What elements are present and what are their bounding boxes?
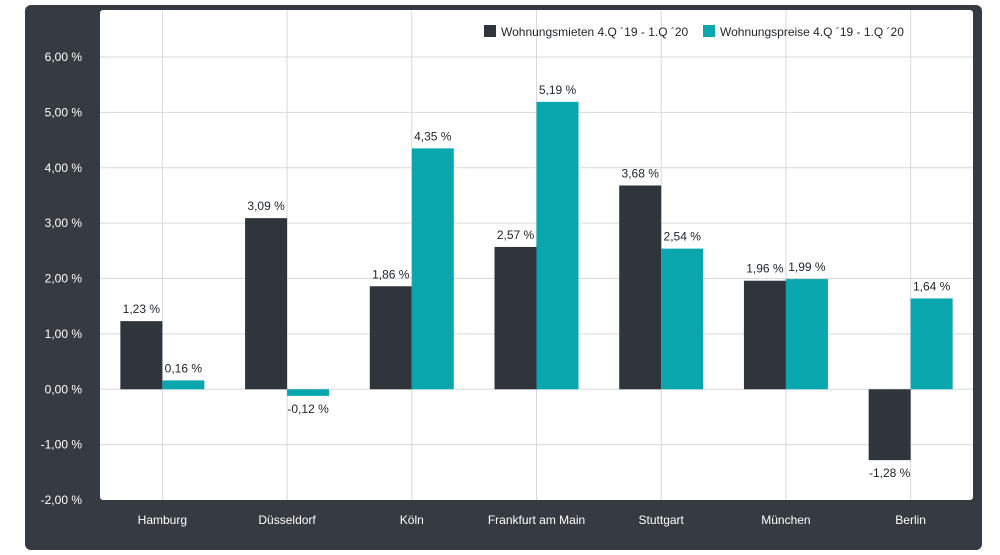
y-tick-label: -2,00 %: [41, 493, 83, 507]
data-label: 5,19 %: [539, 83, 577, 97]
bar-mieten-6: [743, 280, 786, 390]
data-label: -1,28 %: [869, 466, 911, 480]
data-label: 4,35 %: [414, 129, 452, 143]
x-category-label: Hamburg: [138, 513, 187, 527]
bar-preise-3: [411, 148, 454, 390]
data-label: -0,12 %: [287, 402, 329, 416]
bar-mieten-2: [245, 218, 288, 390]
legend-label-mieten: Wohnungsmieten 4.Q ´19 - 1.Q ´20: [501, 25, 689, 39]
data-label: 1,99 %: [788, 260, 826, 274]
bar-mieten-1: [120, 321, 163, 390]
data-label: 1,96 %: [746, 262, 784, 276]
chart-frame: -2,00 % -1,00 % 0,00 % 1,00 % 2,00 % 3,00 % 4,…: [25, 5, 982, 550]
bar-preise-6: [785, 279, 828, 390]
bar-preise-4: [536, 101, 579, 390]
bar-chart: -2,00 % -1,00 % 0,00 % 1,00 % 2,00 % 3,00 % 4,…: [41, 10, 973, 527]
legend-swatch-preise: [703, 25, 715, 37]
x-category-label: Köln: [400, 513, 424, 527]
bar-preise-1: [162, 380, 205, 390]
x-category-label: Stuttgart: [639, 513, 685, 527]
data-label: 1,86 %: [372, 267, 410, 281]
y-tick-label: 4,00 %: [45, 161, 83, 175]
bars: [120, 101, 953, 461]
y-tick-label: 0,00 %: [45, 382, 83, 396]
data-label: 2,57 %: [497, 228, 535, 242]
legend-label-preise: Wohnungspreise 4.Q ´19 - 1.Q ´20: [720, 25, 904, 39]
y-tick-label: 6,00 %: [45, 50, 83, 64]
y-tick-label: -1,00 %: [41, 438, 83, 452]
x-axis: Hamburg Düsseldorf Köln Frankfurt am Main St…: [138, 513, 926, 527]
x-category-label: Düsseldorf: [258, 513, 316, 527]
bar-mieten-5: [619, 185, 662, 390]
data-label: 0,16 %: [165, 361, 203, 375]
y-tick-label: 1,00 %: [45, 327, 83, 341]
data-label: 1,23 %: [123, 302, 161, 316]
y-tick-label: 5,00 %: [45, 105, 83, 119]
bar-preise-2: [287, 389, 330, 396]
bar-mieten-3: [369, 286, 412, 390]
y-axis: -2,00 % -1,00 % 0,00 % 1,00 % 2,00 % 3,00 % 4,…: [41, 50, 83, 507]
x-category-label: München: [761, 513, 810, 527]
legend: Wohnungsmieten 4.Q ´19 - 1.Q ´20 Wohnung…: [484, 25, 904, 39]
bar-preise-5: [661, 248, 704, 390]
bar-mieten-7: [868, 389, 911, 461]
x-category-label: Berlin: [895, 513, 926, 527]
data-label: 3,09 %: [247, 199, 285, 213]
y-tick-label: 3,00 %: [45, 216, 83, 230]
x-category-label: Frankfurt am Main: [488, 513, 585, 527]
data-label: 1,64 %: [913, 279, 951, 293]
bar-preise-7: [910, 298, 953, 390]
legend-swatch-mieten: [484, 25, 496, 37]
data-labels: 1,23 % 0,16 % 3,09 % -0,12 % 1,86 % 4,35 % 2,5…: [123, 83, 951, 480]
bar-mieten-4: [494, 246, 537, 390]
y-tick-label: 2,00 %: [45, 272, 83, 286]
data-label: 2,54 %: [664, 230, 702, 244]
data-label: 3,68 %: [622, 166, 660, 180]
